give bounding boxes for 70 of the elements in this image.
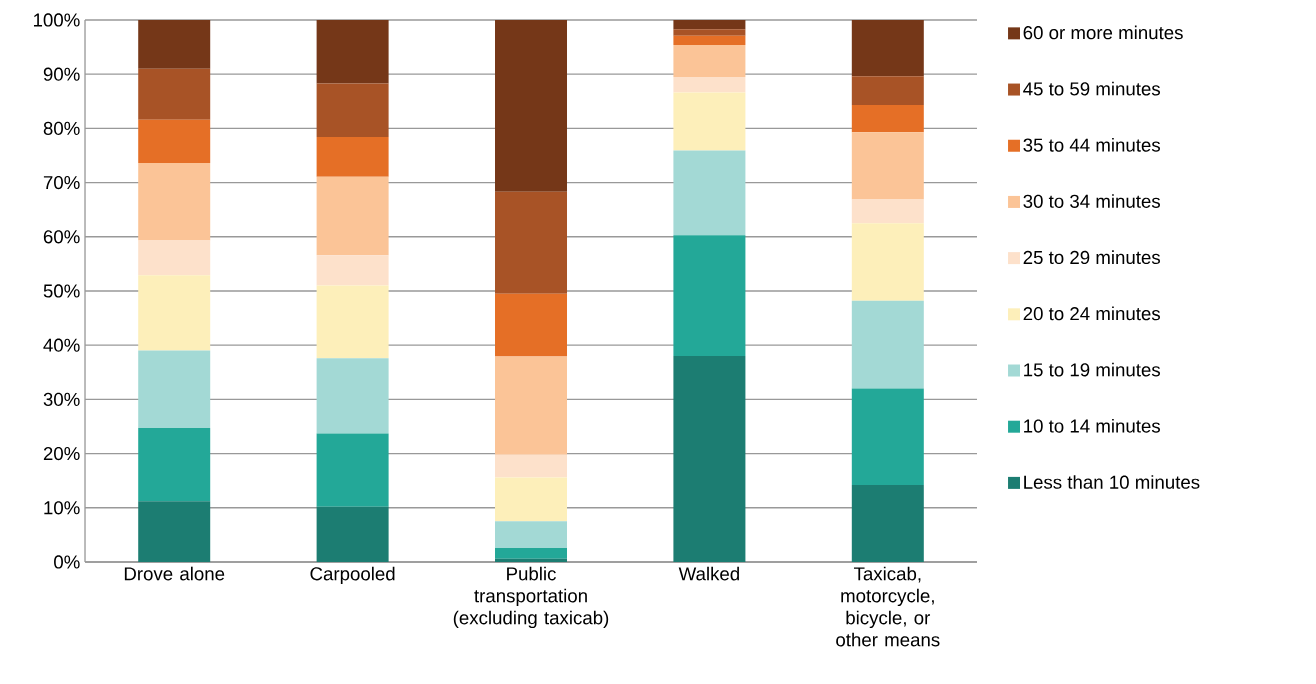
bar xyxy=(673,76,746,93)
legend-label: 20 to 24 minutes xyxy=(1023,306,1160,321)
legend-label: 35 to 44 minutes xyxy=(1023,137,1160,152)
bar xyxy=(316,83,389,138)
y-tick-label: 0% xyxy=(54,555,80,569)
bar xyxy=(673,44,746,77)
bar xyxy=(851,132,924,200)
y-tick-label: 30% xyxy=(43,392,80,406)
bar xyxy=(673,19,746,30)
bar xyxy=(316,506,389,562)
bar xyxy=(851,223,924,301)
legend-label: 45 to 59 minutes xyxy=(1023,81,1160,96)
bar xyxy=(495,521,568,548)
bar xyxy=(495,191,568,294)
bar xyxy=(673,29,746,36)
bar xyxy=(316,433,389,507)
x-tick-label: Taxicab, motorcycle, bicycle, or other means xyxy=(836,566,940,647)
bar xyxy=(495,356,568,455)
bar xyxy=(495,454,568,478)
bar xyxy=(851,485,924,562)
bar xyxy=(138,428,211,502)
bar xyxy=(851,19,924,77)
x-tick-label: Walked xyxy=(678,566,739,581)
bar xyxy=(138,68,211,120)
bar xyxy=(316,176,389,256)
y-tick-label: 60% xyxy=(43,230,80,244)
bar xyxy=(138,501,211,562)
bar xyxy=(138,119,211,164)
bar xyxy=(673,235,746,357)
bar xyxy=(495,19,568,192)
y-tick-label: 10% xyxy=(44,501,80,515)
y-tick-label: 40% xyxy=(43,338,80,352)
bar xyxy=(851,76,924,106)
y-tick-label: 80% xyxy=(43,121,80,135)
bar xyxy=(673,150,746,236)
bar xyxy=(138,350,211,429)
y-tick-label: 90% xyxy=(43,67,80,81)
bar xyxy=(316,358,389,434)
bar xyxy=(316,19,389,84)
bar xyxy=(495,477,568,522)
bar xyxy=(495,558,568,562)
legend-label: 10 to 14 minutes xyxy=(1024,418,1160,433)
bar xyxy=(673,92,746,151)
x-tick-label: Public transportation (excluding taxicab) xyxy=(453,566,609,629)
x-tick-label: Drove alone xyxy=(124,566,225,581)
legend-label: 15 to 19 minutes xyxy=(1024,362,1160,377)
bar xyxy=(673,356,746,562)
x-tick-label: Carpooled xyxy=(310,566,395,585)
bar xyxy=(138,240,211,276)
y-tick-label: 100% xyxy=(33,13,80,27)
bar xyxy=(138,275,211,351)
bar xyxy=(495,293,568,357)
bar xyxy=(851,300,924,389)
legend-label: 30 to 34 minutes xyxy=(1023,194,1160,208)
bar xyxy=(138,19,211,69)
bar xyxy=(316,137,389,177)
bar xyxy=(316,285,389,359)
y-tick-label: 70% xyxy=(43,175,80,190)
legend-label: 25 to 29 minutes xyxy=(1023,250,1160,265)
bar xyxy=(316,255,389,286)
bar xyxy=(138,163,211,241)
bar xyxy=(851,105,924,133)
legend-label: Less than 10 minutes xyxy=(1024,475,1200,489)
bar xyxy=(851,388,924,486)
bar xyxy=(673,35,746,45)
legend-label: 60 or more minutes xyxy=(1023,25,1183,40)
y-tick-label: 50% xyxy=(43,284,80,298)
y-tick-label: 20% xyxy=(43,446,80,461)
bar xyxy=(495,547,568,559)
bar xyxy=(851,199,924,224)
